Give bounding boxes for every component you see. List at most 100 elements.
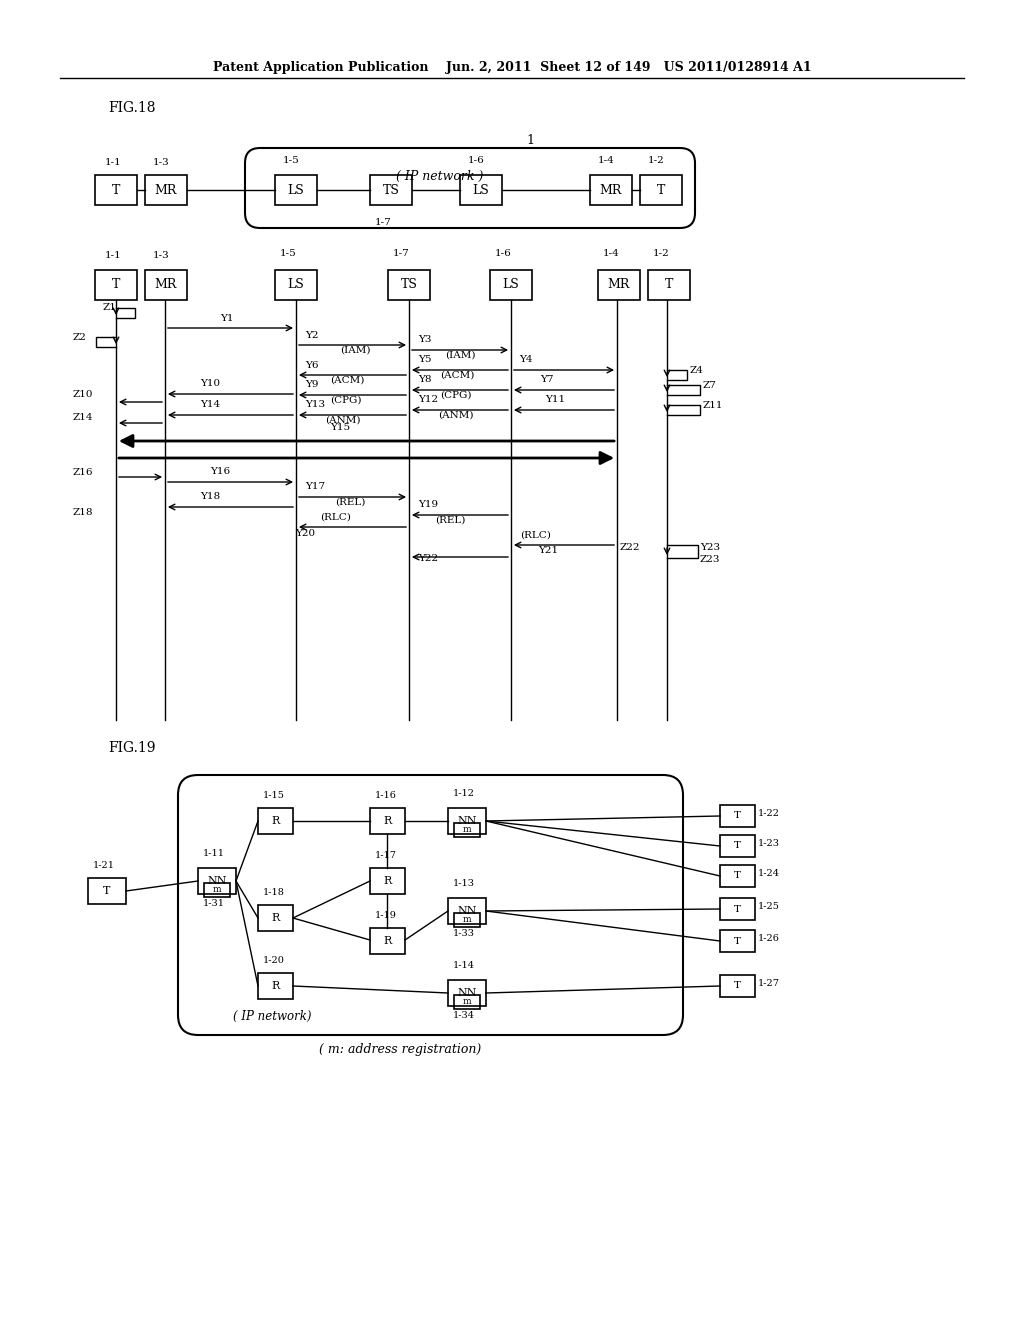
Text: Z18: Z18 xyxy=(73,508,93,517)
Text: T: T xyxy=(112,279,120,292)
Text: 1-11: 1-11 xyxy=(203,849,225,858)
Text: T: T xyxy=(734,871,741,880)
Text: (CPG): (CPG) xyxy=(330,396,361,405)
Text: LS: LS xyxy=(503,279,519,292)
Text: Y23: Y23 xyxy=(700,543,720,552)
Text: Z2: Z2 xyxy=(73,333,87,342)
Text: 1-15: 1-15 xyxy=(263,791,285,800)
Text: (REL): (REL) xyxy=(335,498,366,507)
Bar xyxy=(95,176,137,205)
Bar xyxy=(145,176,187,205)
Text: m: m xyxy=(463,916,471,924)
Text: Z14: Z14 xyxy=(73,413,93,422)
Bar xyxy=(370,869,406,894)
Bar xyxy=(370,928,406,954)
Text: Y9: Y9 xyxy=(305,380,318,389)
Text: MR: MR xyxy=(608,279,630,292)
Text: 1: 1 xyxy=(526,133,534,147)
Text: Y2: Y2 xyxy=(305,331,318,341)
Text: 1-14: 1-14 xyxy=(453,961,475,970)
Bar xyxy=(454,822,480,837)
Bar xyxy=(275,176,317,205)
Text: Y17: Y17 xyxy=(305,482,326,491)
Text: 1-31: 1-31 xyxy=(203,899,225,908)
Text: Y4: Y4 xyxy=(519,355,532,364)
Bar xyxy=(720,836,755,857)
Text: Y14: Y14 xyxy=(200,400,220,409)
Text: Z23: Z23 xyxy=(700,554,721,564)
Text: 1-34: 1-34 xyxy=(453,1011,475,1020)
Text: 1-20: 1-20 xyxy=(263,956,285,965)
Text: 1-21: 1-21 xyxy=(93,861,115,870)
Text: MR: MR xyxy=(600,183,623,197)
Text: Z11: Z11 xyxy=(703,401,724,411)
Bar xyxy=(449,808,486,834)
Text: 1-2: 1-2 xyxy=(648,156,665,165)
Bar xyxy=(720,931,755,952)
Bar xyxy=(449,979,486,1006)
Text: 1-1: 1-1 xyxy=(105,251,122,260)
Text: Y15: Y15 xyxy=(330,422,350,432)
Bar xyxy=(490,271,532,300)
Text: Y5: Y5 xyxy=(418,355,431,364)
Text: 1-26: 1-26 xyxy=(758,935,780,942)
Text: (CPG): (CPG) xyxy=(440,391,471,400)
Text: 1-1: 1-1 xyxy=(105,158,122,168)
Text: 1-12: 1-12 xyxy=(453,789,475,799)
Bar xyxy=(454,913,480,927)
Text: 1-24: 1-24 xyxy=(758,869,780,878)
Text: (ACM): (ACM) xyxy=(330,376,365,385)
Text: m: m xyxy=(463,998,471,1006)
Text: Y3: Y3 xyxy=(418,335,431,345)
Text: (ANM): (ANM) xyxy=(438,411,473,420)
Bar xyxy=(275,271,317,300)
Text: Z4: Z4 xyxy=(690,366,703,375)
Text: Z22: Z22 xyxy=(620,543,640,552)
Bar xyxy=(720,898,755,920)
Bar xyxy=(720,865,755,887)
Bar xyxy=(95,271,137,300)
Text: 1-5: 1-5 xyxy=(283,156,300,165)
Bar xyxy=(460,176,502,205)
Text: 1-4: 1-4 xyxy=(603,249,620,257)
Text: 1-4: 1-4 xyxy=(598,156,614,165)
Text: 1-3: 1-3 xyxy=(153,251,170,260)
Text: 1-25: 1-25 xyxy=(758,902,780,911)
Bar xyxy=(145,271,187,300)
Text: T: T xyxy=(665,279,673,292)
Text: LS: LS xyxy=(288,279,304,292)
Text: Patent Application Publication    Jun. 2, 2011  Sheet 12 of 149   US 2011/012891: Patent Application Publication Jun. 2, 2… xyxy=(213,62,811,74)
Text: Y22: Y22 xyxy=(418,554,438,564)
Bar xyxy=(449,898,486,924)
Text: 1-6: 1-6 xyxy=(468,156,484,165)
Text: Z7: Z7 xyxy=(703,381,717,389)
Text: NN: NN xyxy=(458,816,477,826)
Text: MR: MR xyxy=(155,183,177,197)
Bar xyxy=(598,271,640,300)
Bar xyxy=(720,975,755,997)
Text: NN: NN xyxy=(458,906,477,916)
Bar xyxy=(648,271,690,300)
Text: 1-13: 1-13 xyxy=(453,879,475,888)
Text: Y6: Y6 xyxy=(305,360,318,370)
Text: Y10: Y10 xyxy=(200,379,220,388)
Text: 1-22: 1-22 xyxy=(758,809,780,818)
Bar xyxy=(258,808,293,834)
Text: T: T xyxy=(656,183,666,197)
Text: Y20: Y20 xyxy=(295,529,315,539)
Text: (IAM): (IAM) xyxy=(445,351,475,360)
Text: 1-2: 1-2 xyxy=(653,249,670,257)
Text: Z16: Z16 xyxy=(73,469,93,477)
Text: (IAM): (IAM) xyxy=(340,346,371,355)
Text: FIG.18: FIG.18 xyxy=(108,102,156,115)
Text: R: R xyxy=(383,816,391,826)
Text: LS: LS xyxy=(288,183,304,197)
Text: (RLC): (RLC) xyxy=(520,531,551,540)
Bar xyxy=(370,808,406,834)
Bar xyxy=(720,805,755,828)
Text: FIG.19: FIG.19 xyxy=(108,741,156,755)
Text: (ANM): (ANM) xyxy=(325,416,360,425)
Text: T: T xyxy=(734,904,741,913)
Text: (ACM): (ACM) xyxy=(440,371,474,380)
Bar xyxy=(370,176,412,205)
